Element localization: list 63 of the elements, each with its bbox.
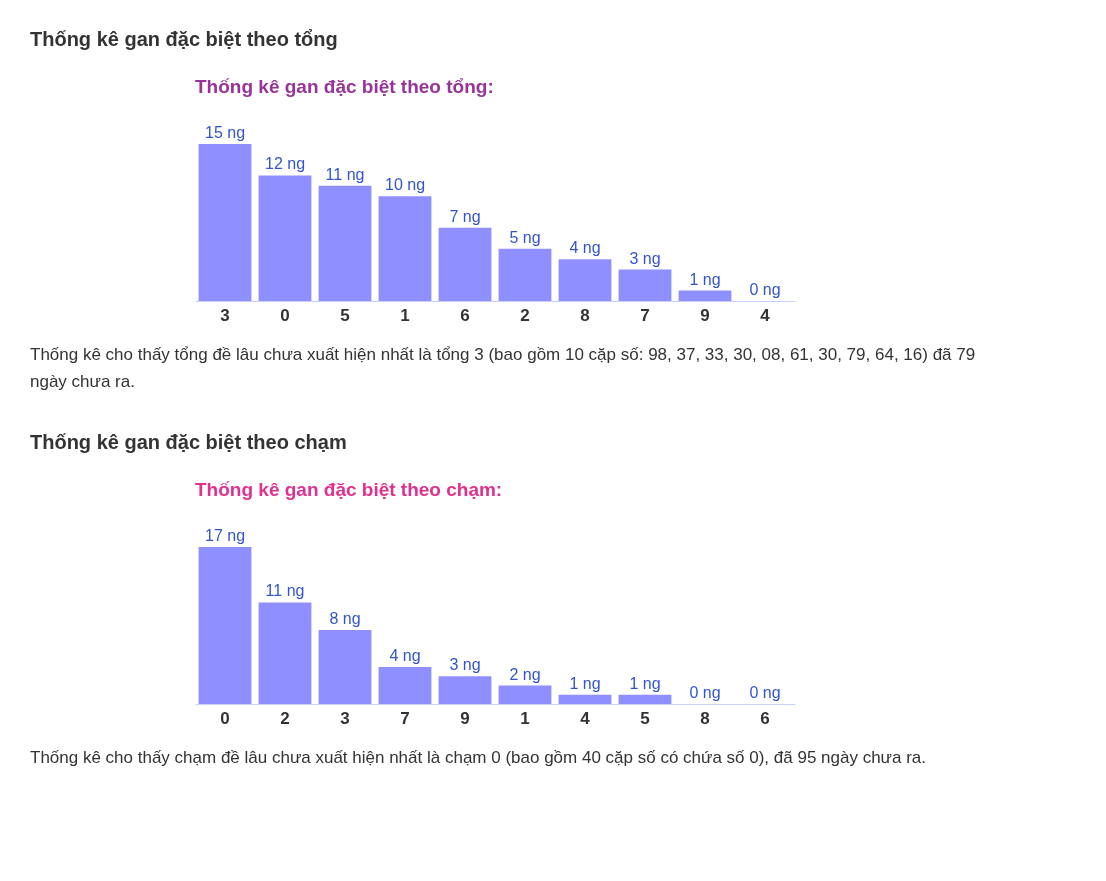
bar [258, 175, 312, 301]
x-tick-label: 8 [580, 305, 590, 325]
text: Thống kê gan đặc biệt theo chạm [30, 431, 347, 453]
bar [198, 547, 252, 704]
x-tick-label: 1 [400, 305, 410, 325]
x-tick-label: 3 [220, 305, 230, 325]
data-label: 3 ng [449, 656, 481, 674]
bar [498, 685, 552, 704]
bar [198, 144, 252, 301]
data-label: 4 ng [569, 239, 601, 257]
x-tick-label: 0 [220, 708, 230, 728]
x-tick-label: 6 [760, 708, 770, 728]
text: Thống kê cho thấy chạm đề lâu chưa xuất hiện nhất là chạm 0 (bao gồm 40 cặp số có chứa số 0), đã 95 ngày chưa ra. [30, 748, 927, 767]
data-label: 0 ng [689, 684, 721, 701]
bar [558, 259, 612, 301]
x-tick-label: 7 [640, 305, 650, 325]
data-label: 0 ng [749, 684, 781, 701]
data-label: 11 ng [325, 165, 365, 183]
x-tick-label: 4 [760, 305, 771, 325]
bar [678, 290, 732, 301]
x-tick-label: 9 [460, 708, 470, 728]
text: Thống kê gan đặc biệt theo tổng [30, 28, 338, 50]
data-label: 15 ng [204, 124, 246, 141]
bar [258, 602, 312, 704]
x-tick-label: 8 [700, 708, 710, 728]
data-label: 8 ng [329, 610, 361, 628]
bar [498, 248, 552, 301]
bar [438, 227, 492, 301]
x-tick-label: 4 [580, 708, 591, 728]
bar [618, 269, 672, 301]
x-tick-label: 6 [460, 305, 470, 325]
x-tick-label: 7 [400, 708, 410, 728]
data-label: 5 ng [509, 228, 541, 246]
data-label: 1 ng [689, 270, 721, 288]
bar [438, 676, 492, 704]
x-tick-label: 9 [700, 305, 710, 325]
data-label: 2 ng [509, 665, 541, 683]
text: Thống kê cho thấy tổng đề lâu chưa xuất hiện nhất là tổng 3 (bao gồm 10 cặp số: 98, 37, 33, 30, 08, 61, 30, 79, 64, 16) đã 79 ngày chưa ra. [30, 345, 976, 391]
x-tick-label: 1 [520, 708, 530, 728]
x-tick-label: 0 [280, 305, 290, 325]
data-label: 1 ng [569, 674, 601, 692]
bar [318, 185, 372, 301]
x-tick-label: 2 [280, 708, 290, 728]
data-label: 10 ng [384, 176, 426, 194]
x-tick-label: 2 [520, 305, 530, 325]
bar [378, 196, 432, 301]
bar [618, 694, 672, 704]
data-label: 12 ng [264, 155, 306, 173]
data-label: 1 ng [629, 674, 661, 692]
chart-title: Thống kê gan đặc biệt theo tổng: [195, 76, 494, 97]
bar [378, 667, 432, 704]
x-tick-label: 3 [340, 708, 350, 728]
x-tick-label: 5 [340, 305, 350, 325]
bar [318, 630, 372, 704]
data-label: 11 ng [265, 582, 305, 600]
data-label: 17 ng [204, 527, 246, 544]
data-label: 7 ng [449, 207, 481, 225]
data-label: 4 ng [389, 647, 421, 665]
bar [558, 694, 612, 704]
chart-title: Thống kê gan đặc biệt theo chạm: [195, 479, 503, 500]
data-label: 3 ng [629, 249, 661, 267]
data-label: 0 ng [749, 281, 781, 298]
x-tick-label: 5 [640, 708, 650, 728]
